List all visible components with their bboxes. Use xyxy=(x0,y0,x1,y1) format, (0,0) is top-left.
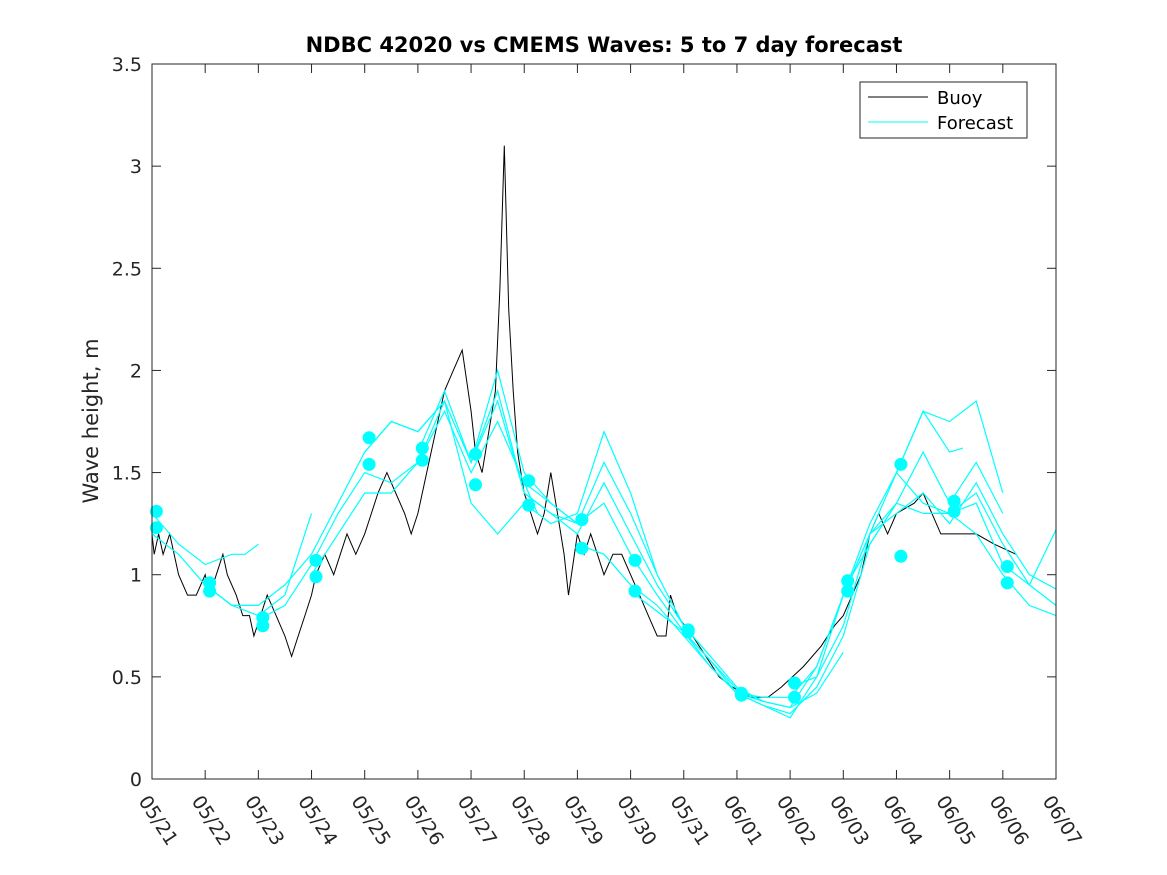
forecast-marker-6 xyxy=(256,619,270,633)
legend-box xyxy=(859,81,1028,139)
y-tick-label: 0.5 xyxy=(112,667,142,689)
forecast-marker-4 xyxy=(203,584,217,598)
forecast-run-line-6 xyxy=(364,399,658,575)
forecast-run-line-14 xyxy=(789,481,1057,688)
forecast-run-line-17 xyxy=(949,512,1057,617)
forecast-marker-13 xyxy=(469,447,482,461)
y-tick-label: 2.5 xyxy=(112,258,142,280)
y-tick-label: 0 xyxy=(130,769,142,791)
forecast-marker-34 xyxy=(1000,576,1014,590)
legend: Buoy Forecast xyxy=(859,81,1028,139)
legend-forecast-label: Forecast xyxy=(937,113,1013,134)
axes-frame xyxy=(151,63,1057,780)
forecast-marker-10 xyxy=(362,457,376,471)
forecast-marker-15 xyxy=(522,474,536,488)
forecast-marker-16 xyxy=(522,498,536,512)
forecast-marker-27 xyxy=(841,574,855,588)
forecast-marker-8 xyxy=(309,570,323,584)
forecast-marker-12 xyxy=(415,453,429,467)
forecast-marker-30 xyxy=(894,549,908,563)
y-tick-label: 1.5 xyxy=(112,463,142,485)
y-tick-label: 3 xyxy=(130,156,142,178)
forecast-marker-33 xyxy=(1000,560,1014,573)
legend-buoy-label: Buoy xyxy=(937,88,983,109)
forecast-marker-25 xyxy=(788,676,801,690)
forecast-run-line-16 xyxy=(896,472,1057,586)
forecast-marker-9 xyxy=(362,431,376,445)
forecast-marker-31 xyxy=(947,494,961,508)
forecast-marker-11 xyxy=(415,441,429,455)
forecast-marker-2 xyxy=(149,521,163,535)
y-tick-label: 1 xyxy=(130,565,142,587)
forecast-marker-7 xyxy=(309,553,323,567)
forecast-marker-17 xyxy=(575,513,589,527)
forecast-marker-18 xyxy=(575,541,589,555)
y-tick-label: 3.5 xyxy=(112,54,142,76)
forecast-marker-24 xyxy=(734,688,748,702)
plot-area xyxy=(152,64,1056,779)
forecast-marker-22 xyxy=(681,625,695,639)
forecast-marker-28 xyxy=(841,584,855,598)
forecast-marker-26 xyxy=(788,690,801,704)
y-tick-label: 2 xyxy=(130,360,142,382)
chart-title: NDBC 42020 vs CMEMS Waves: 5 to 7 day fo… xyxy=(306,33,903,57)
forecast-marker-29 xyxy=(894,457,908,471)
series-layer xyxy=(149,145,1057,719)
y-axis-label: Wave height, m xyxy=(79,338,103,503)
forecast-run-line-4 xyxy=(258,409,539,621)
forecast-marker-1 xyxy=(149,504,163,518)
forecast-marker-19 xyxy=(628,553,642,567)
forecast-run-line-8 xyxy=(470,399,764,702)
forecast-marker-32 xyxy=(947,504,961,518)
forecast-marker-14 xyxy=(469,478,482,492)
forecast-marker-20 xyxy=(628,584,642,598)
forecast-run-line-1 xyxy=(151,513,259,566)
